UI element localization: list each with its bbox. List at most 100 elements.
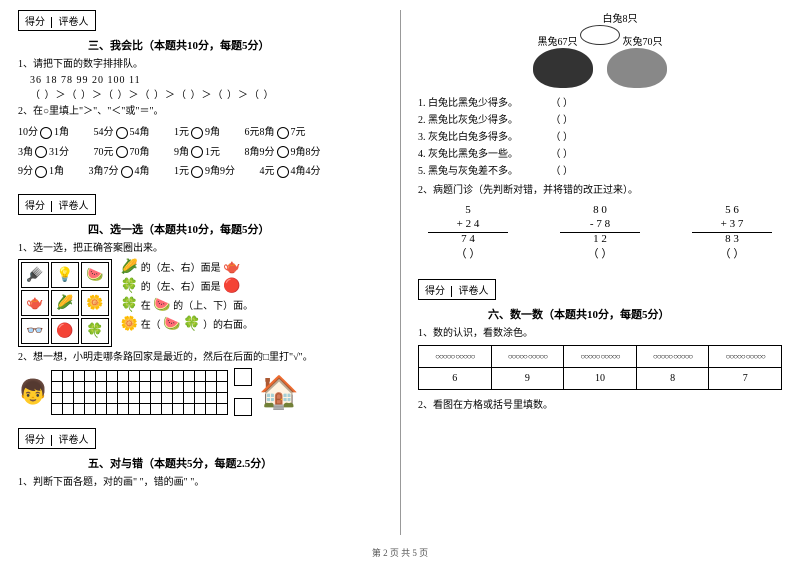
dot-cell[interactable]: ○○○○○ ○○○○○	[564, 346, 637, 368]
num-cell: 10	[564, 368, 637, 390]
black-rabbit-icon	[533, 48, 593, 88]
clover-icon: 🍀	[121, 298, 138, 313]
q4-2: 2、想一想，小明走哪条路回家是最近的，然后在后面的□里打"√"。	[18, 350, 382, 365]
circle-input[interactable]	[40, 127, 52, 139]
checkbox[interactable]	[234, 368, 252, 386]
circle-input[interactable]	[35, 146, 47, 158]
circle-input[interactable]	[35, 166, 47, 178]
number-line-1: 36 18 78 99 20 100 11	[30, 75, 382, 86]
paren-input[interactable]: （ ）	[428, 245, 508, 261]
section-4-title: 四、选一选（本题共10分，每题5分）	[88, 221, 382, 237]
ball-icon: 🔴	[56, 324, 73, 339]
paren-input[interactable]: （ ）	[551, 132, 574, 143]
grader-label: 评卷人	[59, 17, 89, 28]
paren-input[interactable]: （ ）	[551, 149, 574, 160]
direction-lines: 🌽 的（左、右）面是 🫖 🍀 的（左、右）面是 🔴 🍀 在 🍉 的（上、下）面。…	[121, 259, 253, 335]
q5-1: 1、判断下面各题，对的画" "，错的画" "。	[18, 475, 382, 490]
path-question: 👦 🏠	[18, 368, 382, 416]
circle-input[interactable]	[121, 166, 133, 178]
num-cell: 7	[709, 368, 782, 390]
paren-input[interactable]: （ ）	[560, 245, 640, 261]
score-label: 得分	[425, 286, 452, 297]
right-column: 白兔8只 黑兔67只 灰兔70只 1. 白兔比黑兔少得多。 （ ） 2. 黑兔比…	[400, 0, 800, 540]
num-cell: 8	[636, 368, 709, 390]
circle-input[interactable]	[116, 127, 128, 139]
rabbit-questions: 1. 白兔比黑兔少得多。 （ ） 2. 黑兔比灰兔少得多。 （ ） 3. 灰兔比…	[418, 95, 782, 180]
clover-icon: 🍀	[121, 279, 138, 294]
q3-2: 2、在○里填上"＞"、"＜"或"＝"。	[18, 104, 382, 119]
q6-2: 2、看图在方格或括号里填数。	[418, 398, 782, 413]
black-rabbit-label: 黑兔67只	[538, 37, 578, 48]
paren-input[interactable]: （ ）	[692, 245, 772, 261]
paren-input[interactable]: （ ）	[551, 98, 574, 109]
house-icon: 🏠	[259, 373, 299, 411]
circle-input[interactable]	[277, 146, 289, 158]
flower-icon: 🌼	[121, 317, 138, 332]
score-box-3: 得分 评卷人	[18, 10, 96, 31]
dot-counting-table: ○○○○○ ○○○○○ ○○○○○ ○○○○○ ○○○○○ ○○○○○ ○○○○…	[418, 345, 782, 390]
checkbox[interactable]	[234, 398, 252, 416]
paren-input[interactable]: （ ）	[551, 166, 574, 177]
flower-icon: 🌼	[86, 296, 103, 311]
grader-label: 评卷人	[459, 286, 489, 297]
bulb-icon: 💡	[56, 268, 73, 283]
circle-input[interactable]	[191, 146, 203, 158]
compare-row-2: 3角31分 70元70角 9角1元 8角9分9角8分	[18, 143, 382, 159]
score-box-6: 得分 评卷人	[418, 279, 496, 300]
arith-1: 5 + 2 4 7 4 （ ）	[428, 204, 508, 261]
ball-icon: 🔴	[223, 279, 240, 294]
circle-input[interactable]	[277, 166, 289, 178]
q6-1: 1、数的认识，看数涂色。	[418, 326, 782, 341]
arithmetic-problems: 5 + 2 4 7 4 （ ） 8 0 - 7 8 1 2 （ ） 5 6 + …	[428, 204, 772, 261]
white-rabbit-label: 白兔8只	[603, 14, 638, 25]
dot-cell[interactable]: ○○○○○ ○○○○○	[491, 346, 564, 368]
q3-1: 1、请把下面的数字排排队。	[18, 57, 382, 72]
corn-icon: 🌽	[56, 296, 73, 311]
circle-input[interactable]	[277, 127, 289, 139]
dot-cell[interactable]: ○○○○○ ○○○○○	[419, 346, 492, 368]
teapot-icon: 🫖	[26, 296, 43, 311]
page-footer: 第 2 页 共 5 页	[0, 546, 800, 559]
number-line-2: （ ）＞（ ）＞（ ）＞（ ）＞（ ）＞（ ）＞（ ）	[30, 86, 382, 101]
compare-row-3: 9分1角 3角7分4角 1元9角9分 4元4角4分	[18, 162, 382, 178]
num-cell: 9	[491, 368, 564, 390]
grader-label: 评卷人	[59, 435, 89, 446]
child-icon: 👦	[18, 378, 48, 407]
comb-icon: 🪮	[26, 268, 43, 283]
arith-3: 5 6 + 3 7 8 3 （ ）	[692, 204, 772, 261]
clover-icon: 🍀	[183, 317, 200, 332]
glasses-icon: 👓	[26, 324, 43, 339]
q4-1: 1、选一选，把正确答案圈出来。	[18, 241, 382, 256]
grey-rabbit-label: 灰兔70只	[623, 37, 663, 48]
corn-icon: 🌽	[121, 260, 138, 275]
dot-cell[interactable]: ○○○○○ ○○○○○	[709, 346, 782, 368]
circle-input[interactable]	[191, 166, 203, 178]
path-grid	[51, 370, 228, 415]
object-grid: 🪮 💡 🍉 🫖 🌽 🌼 👓 🔴 🍀	[18, 259, 112, 347]
circle-input[interactable]	[191, 127, 203, 139]
clinic-question: 2、病题门诊（先判断对错，并将错的改正过来）。	[418, 183, 782, 198]
watermelon-icon: 🍉	[153, 298, 170, 313]
clover-icon: 🍀	[86, 324, 103, 339]
num-cell: 6	[419, 368, 492, 390]
rabbit-diagram: 白兔8只 黑兔67只 灰兔70只	[418, 10, 782, 91]
watermelon-icon: 🍉	[86, 268, 103, 283]
left-column: 得分 评卷人 三、我会比（本题共10分，每题5分） 1、请把下面的数字排排队。 …	[0, 0, 400, 540]
grey-rabbit-icon	[607, 48, 667, 88]
teapot-icon: 🫖	[223, 260, 240, 275]
white-rabbit-icon	[580, 25, 620, 45]
score-label: 得分	[25, 201, 52, 212]
section-5-title: 五、对与错（本题共5分，每题2.5分）	[88, 455, 382, 471]
compare-row-1: 10分1角 54分54角 1元9角 6元8角7元	[18, 123, 382, 139]
section-6-title: 六、数一数（本题共10分，每题5分）	[488, 306, 782, 322]
circle-input[interactable]	[116, 146, 128, 158]
score-box-4: 得分 评卷人	[18, 194, 96, 215]
dot-cell[interactable]: ○○○○○ ○○○○○	[636, 346, 709, 368]
picture-question: 🪮 💡 🍉 🫖 🌽 🌼 👓 🔴 🍀 🌽 的（左、右）面是 🫖 🍀 的（左、右）面是 🔴 🍀 …	[18, 259, 382, 347]
watermelon-icon: 🍉	[163, 317, 180, 332]
arith-2: 8 0 - 7 8 1 2 （ ）	[560, 204, 640, 261]
score-label: 得分	[25, 17, 52, 28]
grader-label: 评卷人	[59, 201, 89, 212]
section-3-title: 三、我会比（本题共10分，每题5分）	[88, 37, 382, 53]
paren-input[interactable]: （ ）	[551, 115, 574, 126]
